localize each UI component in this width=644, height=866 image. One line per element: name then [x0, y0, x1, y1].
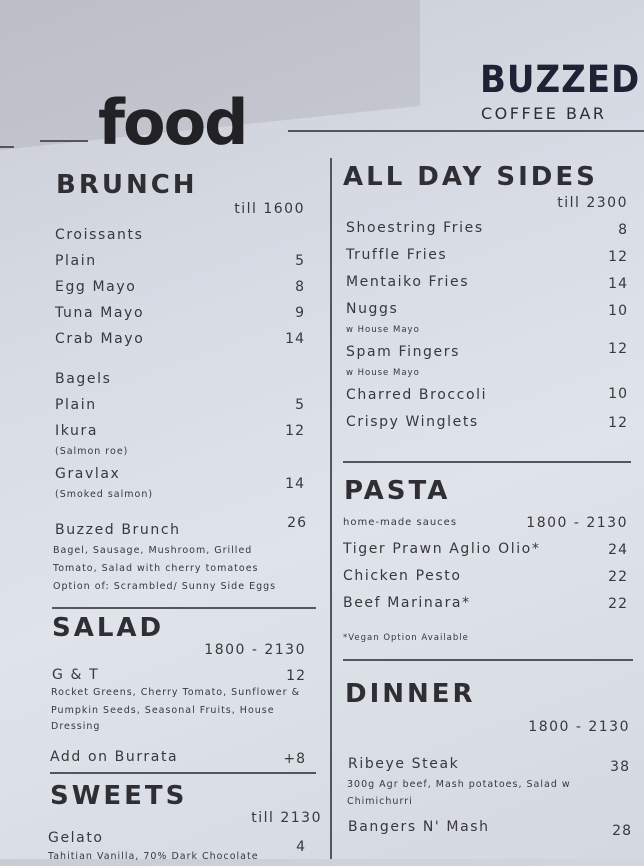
salad-time: 1800 - 2130 [204, 642, 306, 658]
section-heading-dinner: DINNER [345, 679, 476, 709]
price: 14 [285, 331, 305, 347]
group-label: Bagels [55, 371, 112, 387]
menu-item: Gravlax [55, 466, 121, 482]
menu-item: Truffle Fries [346, 247, 448, 263]
menu-item: Nuggs [346, 301, 399, 317]
price: 8 [295, 279, 305, 295]
item-desc: Tomato, Salad with cherry tomatoes [53, 563, 259, 574]
item-desc: Rocket Greens, Cherry Tomato, Sunflower … [51, 687, 300, 698]
menu-item: Spam Fingers [346, 344, 460, 360]
menu-item: Plain [55, 253, 97, 269]
item-note: w House Mayo [346, 325, 420, 335]
brunch-time: till 1600 [234, 201, 305, 217]
brand-logo: BUZZED [480, 58, 641, 102]
price: 5 [295, 397, 305, 413]
price: 12 [286, 668, 306, 684]
pasta-subtitle: home-made sauces [343, 517, 458, 528]
item-note: (Smoked salmon) [55, 489, 154, 500]
menu-item: Crispy Winglets [346, 414, 479, 430]
divider [343, 659, 633, 661]
divider [0, 146, 14, 148]
item-desc: Bagel, Sausage, Mushroom, Grilled [53, 545, 253, 556]
sides-time: till 2300 [557, 195, 628, 211]
price: 12 [608, 249, 628, 265]
price: 8 [618, 222, 628, 238]
menu-item: Charred Broccoli [346, 387, 488, 403]
dinner-time: 1800 - 2130 [528, 719, 630, 735]
price: 12 [285, 423, 305, 439]
item-desc: Dressing [51, 721, 101, 732]
price: 24 [608, 542, 628, 558]
item-desc: 300g Agr beef, Mash potatoes, Salad w [347, 779, 571, 790]
price: 10 [608, 303, 628, 319]
page-title: food [98, 86, 249, 159]
menu-item: Plain [55, 397, 97, 413]
price: 4 [296, 839, 306, 855]
brand-subtitle: COFFEE BAR [481, 104, 607, 123]
menu-item: Buzzed Brunch [55, 522, 181, 538]
menu-item: Tuna Mayo [55, 305, 145, 321]
item-desc: Option of: Scrambled/ Sunny Side Eggs [53, 581, 277, 592]
price: 28 [612, 823, 632, 839]
menu-item: Shoestring Fries [346, 220, 484, 236]
price: 5 [295, 253, 305, 269]
divider [52, 607, 316, 609]
section-heading-pasta: PASTA [344, 476, 451, 506]
footnote: *Vegan Option Available [343, 633, 469, 643]
pasta-time: 1800 - 2130 [526, 515, 628, 531]
section-heading-sweets: SWEETS [50, 781, 188, 811]
price: 22 [608, 569, 628, 585]
price: 26 [287, 515, 307, 531]
section-heading-sides: ALL DAY SIDES [343, 162, 598, 192]
section-heading-brunch: BRUNCH [56, 170, 198, 200]
divider [50, 772, 316, 774]
menu-item: Beef Marinara* [343, 595, 471, 611]
menu-item: Gelato [48, 830, 104, 846]
price: 38 [610, 759, 630, 775]
item-note: (Salmon roe) [55, 446, 129, 457]
column-divider [330, 158, 332, 859]
menu-item: Add on Burrata [50, 749, 179, 765]
menu-item: Ribeye Steak [348, 756, 460, 772]
divider [343, 461, 631, 463]
menu-item: Tiger Prawn Aglio Olio* [343, 541, 541, 557]
item-desc: Tahitian Vanilla, 70% Dark Chocolate [48, 851, 259, 862]
price: 12 [608, 341, 628, 357]
group-label: Croissants [55, 227, 144, 243]
item-desc: Chimichurri [347, 796, 413, 807]
section-heading-salad: SALAD [52, 613, 165, 643]
item-desc: Pumpkin Seeds, Seasonal Fruits, House [51, 705, 275, 716]
price: 10 [608, 386, 628, 402]
menu-item: Chicken Pesto [343, 568, 462, 584]
menu-item: Ikura [55, 423, 99, 439]
price: 12 [608, 415, 628, 431]
item-note: w House Mayo [346, 368, 420, 378]
price: 22 [608, 596, 628, 612]
menu-item: Crab Mayo [55, 331, 145, 347]
price: 9 [295, 305, 305, 321]
menu-item: Bangers N' Mash [348, 819, 490, 835]
price: 14 [608, 276, 628, 292]
price: 14 [285, 476, 305, 492]
menu-item: Egg Mayo [55, 279, 137, 295]
divider [40, 140, 88, 142]
divider [288, 130, 644, 132]
price: +8 [283, 751, 306, 767]
menu-item: G & T [52, 667, 100, 683]
menu-item: Mentaiko Fries [346, 274, 470, 290]
sweets-time: till 2130 [251, 810, 322, 826]
